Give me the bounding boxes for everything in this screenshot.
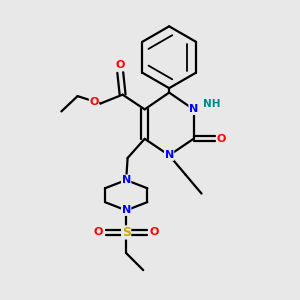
Text: N: N xyxy=(122,206,131,215)
Text: O: O xyxy=(217,134,226,144)
Text: N: N xyxy=(122,175,131,185)
Text: O: O xyxy=(89,97,99,107)
Text: O: O xyxy=(149,227,159,237)
Text: S: S xyxy=(122,226,130,239)
Text: N: N xyxy=(164,150,174,160)
Text: NH: NH xyxy=(203,99,220,109)
Text: N: N xyxy=(189,104,198,114)
Text: O: O xyxy=(94,227,103,237)
Text: O: O xyxy=(116,60,125,70)
